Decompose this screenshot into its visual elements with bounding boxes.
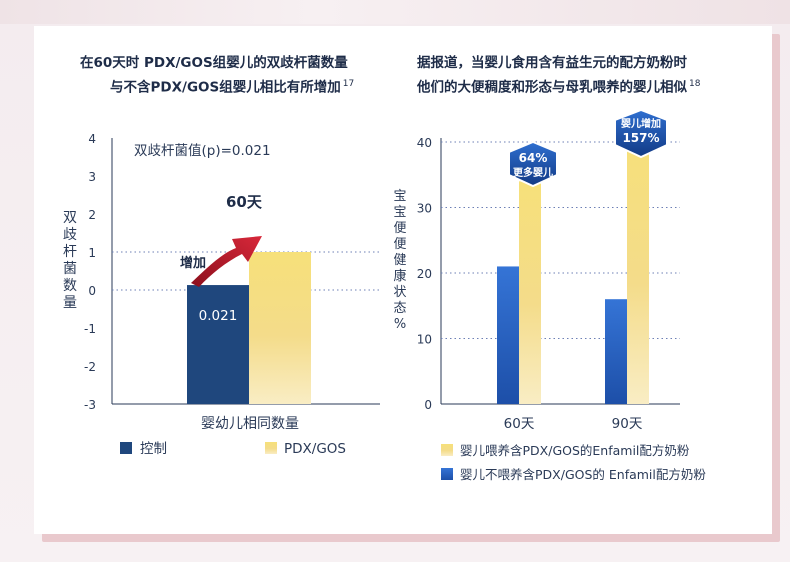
legend-fed-swatch	[441, 444, 453, 456]
left-x-axis-label: 婴幼儿相同数量	[201, 416, 299, 432]
bar-fed	[627, 135, 649, 404]
bar-control-value: 0.021	[199, 308, 238, 324]
axis-label-char: 状	[393, 285, 406, 300]
left-y-tick: 1	[88, 246, 96, 260]
badge1-percent: 64%	[519, 151, 548, 165]
axis-label-char: 杆	[63, 244, 77, 260]
left-y-tick: 3	[88, 170, 96, 184]
top-band	[0, 0, 790, 24]
axis-label-char: 双	[63, 210, 77, 226]
days-60-label: 60天	[226, 193, 263, 211]
legend-pdxgos-swatch	[265, 442, 277, 454]
badge2-percent: 157%	[622, 131, 659, 145]
legend-notfed-swatch	[441, 468, 453, 480]
axis-label-char: 菌	[63, 261, 77, 277]
left-chart: 4 3 2 1 0 -1 -2 -3 0.021 双歧杆菌数量 婴幼儿相同数量 双歧杆菌值(p…	[63, 132, 380, 432]
right-y-tick: 40	[417, 136, 432, 150]
increase-label: 增加	[180, 255, 206, 271]
bar-fed	[519, 181, 541, 404]
right-title-ref: 18	[689, 79, 701, 89]
right-y-tick: 20	[417, 267, 432, 281]
left-title-ref: 17	[342, 79, 355, 89]
axis-label-char: 康	[393, 268, 406, 284]
bar-control	[187, 285, 249, 404]
axis-label-char: 便	[393, 221, 406, 236]
right-title-text: 他们的大便稠度和形态与母乳喂养的婴儿相似	[417, 79, 687, 96]
left-y-axis-label: 双歧杆菌数量	[63, 210, 77, 311]
left-y-tick: -3	[84, 398, 96, 412]
left-y-tick: 0	[88, 284, 96, 298]
left-y-tick: -2	[84, 360, 96, 374]
bar-not-fed	[605, 299, 627, 404]
axis-label-char: 量	[63, 295, 77, 311]
legend-fed-label: 婴儿喂养含PDX/GOS的Enfamil配方奶粉	[460, 443, 690, 458]
badge-increase: 婴儿增加 157%	[614, 108, 668, 159]
axis-label-char: %	[394, 317, 406, 332]
right-y-axis-label: 宝宝便便健康状态%	[393, 189, 406, 332]
left-y-tick: 2	[88, 208, 96, 222]
axis-label-char: 宝	[393, 189, 406, 204]
legend-control-label: 控制	[140, 441, 167, 457]
left-title-text: 与不含PDX/GOS组婴儿相比有所增加	[110, 79, 341, 96]
left-title-line2: 与不含PDX/GOS组婴儿相比有所增加 17	[110, 74, 354, 98]
right-x-tick: 90天	[612, 416, 643, 432]
left-title-line1: 在60天时 PDX/GOS组婴儿的双歧杆菌数量	[80, 55, 348, 71]
legend-pdxgos-label: PDX/GOS	[284, 441, 346, 457]
right-y-tick: 0	[424, 398, 432, 412]
right-x-tick: 60天	[504, 416, 535, 432]
axis-label-char: 态	[393, 301, 406, 316]
axis-label-char: 健	[393, 253, 406, 268]
right-y-tick: 10	[417, 333, 432, 347]
legend-control-swatch	[120, 442, 132, 454]
right-title-line2: 他们的大便稠度和形态与母乳喂养的婴儿相似 18	[417, 74, 700, 98]
right-legend: 婴儿喂养含PDX/GOS的Enfamil配方奶粉 婴儿不喂养含PDX/GOS的 …	[441, 443, 706, 482]
bar-pdxgos	[249, 252, 311, 404]
axis-label-char: 宝	[393, 205, 406, 220]
right-y-tick: 30	[417, 202, 432, 216]
badge2-text: 婴儿增加	[621, 117, 661, 130]
legend-notfed-label: 婴儿不喂养含PDX/GOS的 Enfamil配方奶粉	[460, 467, 706, 482]
increase-arrow	[191, 236, 262, 287]
right-title-line1: 据报道，当婴儿食用含有益生元的配方奶粉时	[417, 55, 687, 71]
axis-label-char: 歧	[63, 227, 77, 243]
bifido-annotation: 双歧杆菌值(p)=0.021	[134, 143, 271, 159]
left-legend: 控制 PDX/GOS	[120, 441, 346, 457]
badge-more-babies: 64% 更多婴儿	[508, 140, 558, 188]
badge1-text: 更多婴儿	[513, 166, 553, 179]
left-y-tick: -1	[84, 322, 96, 336]
axis-label-char: 便	[393, 237, 406, 252]
bar-not-fed	[497, 266, 519, 404]
axis-label-char: 数	[63, 278, 77, 294]
left-y-tick: 4	[88, 132, 96, 146]
